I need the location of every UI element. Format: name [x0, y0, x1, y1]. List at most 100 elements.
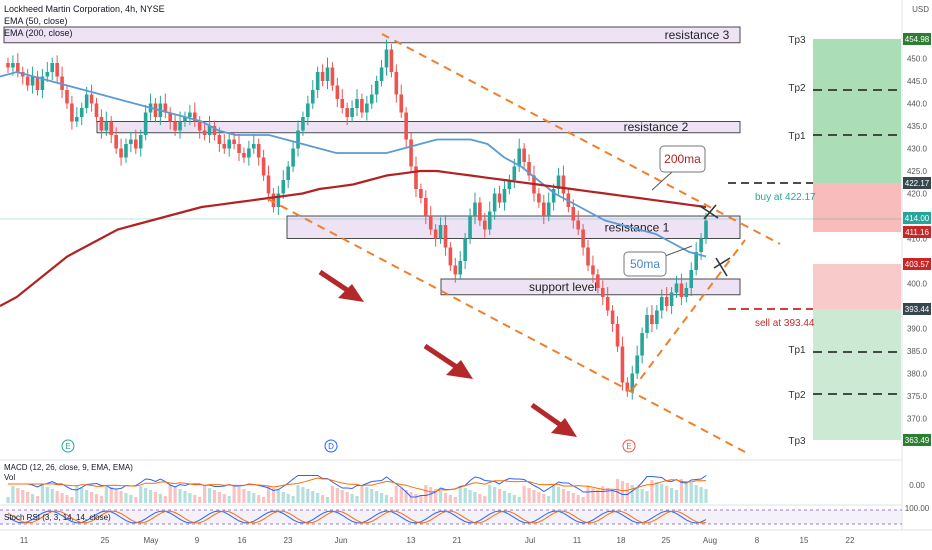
candle-body: [335, 85, 340, 99]
candle-body: [635, 355, 639, 374]
candle-body: [168, 112, 173, 122]
legend-ema200: EMA (200, close): [4, 28, 73, 38]
price-tag-454-bg: [903, 33, 931, 45]
volume-bar: [601, 486, 605, 503]
candle-body: [281, 180, 286, 194]
candle-body: [84, 94, 89, 108]
volume-bar: [566, 491, 570, 503]
stoch-title: Stoch RSI (3, 3, 14, 14, close): [4, 513, 111, 522]
volume-bar: [581, 497, 585, 503]
candle-body: [247, 148, 251, 158]
volume-bar: [222, 494, 226, 503]
event-marker-1: E: [65, 442, 70, 451]
candle-body: [699, 238, 703, 252]
volume-bar: [207, 488, 212, 503]
candle-body: [350, 108, 354, 117]
candle-body: [242, 153, 246, 158]
volume-bar: [448, 495, 452, 503]
cross-mark-lower: [713, 257, 731, 269]
volume-bar: [463, 488, 467, 503]
candle-body: [222, 144, 227, 149]
time-tick-6: Jun: [335, 536, 348, 545]
volume-bar: [139, 486, 143, 503]
time-tick-9: Jul: [525, 536, 535, 545]
volume-bar: [483, 496, 487, 503]
volume-bar: [80, 488, 84, 503]
time-tick-1: 25: [101, 536, 110, 545]
time-axis-ticks[interactable]: 11 25 May 9 16 23 Jun 13 21 Jul 11 18 25 Aug 8 15 22: [20, 536, 855, 545]
volume-bar: [674, 490, 679, 503]
price-axis[interactable]: [902, 0, 932, 550]
candle-body: [266, 175, 271, 194]
volume-bar: [257, 495, 261, 503]
candle-body: [207, 126, 212, 135]
down-arrow-1: [318, 269, 364, 302]
candle-body: [99, 117, 104, 131]
candle-body: [448, 247, 453, 266]
event-marker-1-icon[interactable]: [61, 439, 75, 453]
volume-bar: [296, 485, 300, 503]
volume-bar: [615, 479, 620, 503]
candle-body: [473, 202, 477, 216]
candle-body: [679, 283, 684, 297]
volume-bar: [158, 494, 162, 503]
price-tag-393-bg: [903, 303, 931, 315]
volume-bar: [104, 485, 108, 503]
volume-bar: [394, 486, 398, 503]
candle-body: [104, 121, 109, 131]
candle-body: [70, 103, 74, 122]
candle-body: [576, 220, 580, 230]
price-tag-414-bg: [903, 212, 931, 224]
zone-resistance1: [286, 215, 741, 239]
price-tag-454: 454.98: [905, 35, 930, 44]
candle-body: [502, 189, 507, 203]
volume-bar: [183, 491, 187, 503]
candle-body: [25, 76, 30, 86]
volume-bar: [193, 495, 197, 503]
volume-bar: [537, 492, 541, 503]
volume-bar: [478, 494, 482, 503]
price-tick-390: 390.0: [907, 325, 928, 334]
candle-body: [183, 117, 187, 122]
volume-bar: [473, 492, 477, 503]
volume-bar: [330, 486, 335, 503]
candle-body: [212, 126, 217, 135]
candle-body: [330, 67, 335, 86]
candle-body: [507, 180, 512, 189]
time-tick-5: 23: [284, 536, 293, 545]
volume-bar: [291, 496, 295, 503]
stoch-d-line: [7, 510, 707, 524]
candle-body: [355, 99, 359, 108]
volume-bar: [94, 494, 99, 503]
volume-bar: [620, 481, 625, 503]
candle-body: [345, 108, 349, 117]
down-arrow-2: [423, 343, 473, 379]
candle-body: [463, 238, 467, 261]
price-tag-393: 393.44: [905, 305, 930, 314]
event-marker-3-icon[interactable]: [622, 439, 636, 453]
volume-bar: [404, 490, 408, 503]
short-profit-zone: [813, 309, 901, 440]
candle-body: [192, 112, 197, 122]
price-tag-422: 422.17: [905, 179, 930, 188]
volume-bar: [458, 486, 462, 503]
candle-body: [369, 94, 374, 104]
candle-body: [620, 346, 625, 383]
sell-label: sell at 393.44: [755, 318, 815, 329]
volume-bar: [586, 486, 590, 503]
candle-body: [129, 139, 133, 144]
volume-bar: [178, 489, 182, 503]
volume-bar: [596, 490, 600, 503]
volume-bar: [370, 489, 374, 503]
volume-bar: [11, 486, 15, 503]
candle-body: [119, 148, 123, 158]
candle-body: [227, 139, 231, 149]
event-marker-2-icon[interactable]: [324, 439, 338, 453]
cross-mark-upper-b: [703, 204, 717, 220]
upper-channel-line: [381, 33, 781, 245]
price-tick-410: 410.0: [907, 235, 928, 244]
ma200-callout-box: [659, 145, 706, 173]
price-tag-403-bg: [903, 258, 931, 270]
volume-bar: [453, 497, 457, 503]
